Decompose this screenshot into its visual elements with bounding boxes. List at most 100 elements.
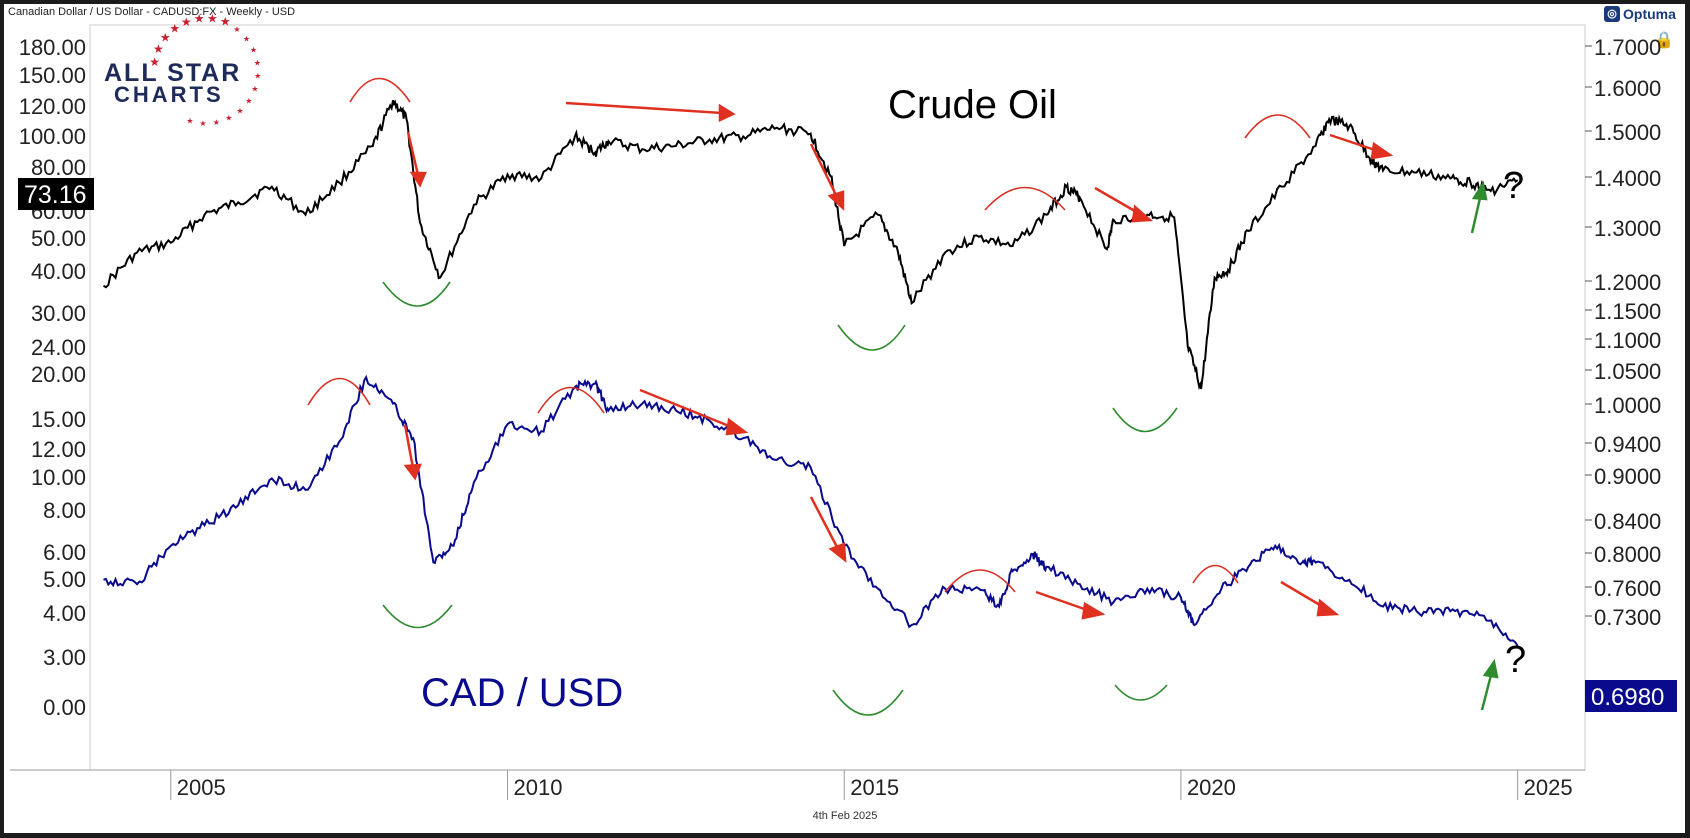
- star-icon: ★: [181, 15, 192, 29]
- top-arc-cad-2017: [944, 569, 1016, 593]
- brand-name: Optuma: [1623, 6, 1676, 22]
- star-icon: ★: [251, 85, 258, 94]
- question-mark-cad: ?: [1505, 639, 1526, 681]
- star-icon: ★: [254, 58, 261, 67]
- optuma-icon: ◎: [1604, 6, 1620, 22]
- star-icon: ★: [199, 119, 206, 128]
- label-crude-oil: Crude Oil: [888, 83, 1057, 127]
- label-cad-usd: CAD / USD: [421, 671, 623, 715]
- left-tick-label: 0.00: [43, 695, 86, 720]
- left-tick-label: 40.00: [31, 259, 86, 284]
- x-tick-label: 2005: [177, 775, 226, 800]
- bottom-arc-cad-2009: [382, 604, 453, 629]
- arrow-up-icon: [1470, 180, 1488, 234]
- arrow-down-icon: [1094, 186, 1154, 223]
- arrow-down-icon: [809, 143, 845, 211]
- star-icon: ★: [220, 15, 231, 29]
- series-line-crude-oil: [102, 99, 1519, 391]
- x-axis: 2005 2010 2015 2020 2025: [170, 770, 1573, 800]
- left-tick-label: 30.00: [31, 301, 86, 326]
- right-tick-label: 1.0000: [1594, 393, 1661, 418]
- top-arc-oil-2018: [984, 186, 1066, 211]
- star-icon: ★: [186, 117, 193, 126]
- left-y-axis: 180.00150.00120.00100.0080.0060.0050.004…: [19, 35, 86, 720]
- left-tick-label: 120.00: [19, 94, 86, 119]
- logo-line1: ALL STAR: [104, 59, 241, 87]
- up-arrows: [1470, 180, 1499, 711]
- top-arc-oil-2008: [349, 77, 411, 103]
- left-tick-label: 12.00: [31, 437, 86, 462]
- top-arc-cad-2021: [1192, 564, 1239, 584]
- star-icon: ★: [254, 72, 261, 81]
- left-tick-label: 8.00: [43, 498, 86, 523]
- question-mark-oil: ?: [1503, 165, 1524, 207]
- left-tick-label: 150.00: [19, 63, 86, 88]
- oil-last-value: 73.16: [24, 181, 87, 209]
- star-icon: ★: [250, 46, 257, 55]
- arrow-down-icon: [1329, 133, 1394, 160]
- star-icon: ★: [213, 118, 220, 127]
- bottom-arc-cad-2020: [1114, 684, 1168, 701]
- right-tick-label: 0.8400: [1594, 509, 1661, 534]
- right-tick-label: 0.9000: [1594, 464, 1661, 489]
- left-tick-label: 50.00: [31, 226, 86, 251]
- arrow-right-icon: [565, 101, 736, 122]
- right-tick-label: 1.1500: [1594, 299, 1661, 324]
- star-icon: ★: [245, 97, 252, 106]
- star-icon: ★: [233, 25, 240, 34]
- right-tick-label: 1.1000: [1594, 328, 1661, 353]
- arrow-up-icon: [1480, 658, 1499, 711]
- left-tick-label: 80.00: [31, 155, 86, 180]
- top-arc-cad-2008: [307, 377, 371, 406]
- arrow-down-icon: [406, 131, 427, 188]
- lock-icon[interactable]: 🔒: [1654, 32, 1674, 49]
- x-tick-label: 2025: [1524, 775, 1573, 800]
- star-icon: ★: [169, 21, 180, 35]
- arrow-down-icon: [1280, 580, 1340, 617]
- bottom-arc-oil-2009: [382, 281, 451, 307]
- star-icon: ★: [153, 42, 164, 56]
- star-icon: ★: [243, 34, 250, 43]
- series-line-cad-usd: [103, 374, 1519, 647]
- star-icon: ★: [160, 31, 171, 45]
- left-tick-label: 180.00: [19, 35, 86, 60]
- x-tick-label: 2015: [850, 775, 899, 800]
- plot-area: [89, 24, 1586, 771]
- right-y-axis: 1.7000 1.6000 1.5000 1.4000 1.3000 1.2000 1.15…: [1585, 35, 1661, 708]
- arrow-down-icon: [403, 424, 422, 481]
- left-tick-label: 24.00: [31, 335, 86, 360]
- top-arc-cad-2011: [537, 386, 605, 414]
- left-tick-label: 100.00: [19, 124, 86, 149]
- right-tick-label: 1.2000: [1594, 270, 1661, 295]
- all-star-charts-logo: ★★★★ ★ ★ ★ ★★★★★★★★★★★★★ ALL STAR CHARTS: [104, 11, 261, 128]
- left-tick-label: 5.00: [43, 567, 86, 592]
- star-ring-icon: ★★★★ ★ ★ ★ ★★★★★★★★★★★★★: [149, 11, 261, 128]
- right-tick-label: 0.9400: [1594, 432, 1661, 457]
- star-icon: ★: [225, 114, 232, 123]
- right-tick-label: 1.0500: [1594, 359, 1661, 384]
- footer-date: 4th Feb 2025: [812, 810, 878, 822]
- star-icon: ★: [207, 11, 218, 25]
- right-tick-label: 1.4000: [1594, 166, 1661, 191]
- arrow-down-icon: [639, 388, 749, 436]
- logo-line2: CHARTS: [114, 82, 224, 107]
- left-tick-label: 15.00: [31, 407, 86, 432]
- brand-logo: ◎ Optuma: [1604, 6, 1676, 22]
- arrow-down-icon: [809, 496, 847, 563]
- arrow-down-icon: [1035, 590, 1106, 620]
- left-tick-label: 10.00: [31, 465, 86, 490]
- x-tick-label: 2020: [1187, 775, 1236, 800]
- star-icon: ★: [194, 12, 205, 26]
- oil-last-value-badge: 73.16: [18, 178, 94, 210]
- cad-last-value: 0.6980: [1591, 684, 1664, 711]
- bottom-arc-oil-2016: [837, 324, 906, 351]
- trend-arrows: [403, 101, 1394, 620]
- right-tick-label: 0.7300: [1594, 605, 1661, 630]
- right-tick-label: 1.7000: [1594, 35, 1661, 60]
- right-tick-label: 1.5000: [1594, 120, 1661, 145]
- star-icon: ★: [236, 106, 243, 115]
- bottom-arc-oil-2020: [1112, 407, 1178, 433]
- right-tick-label: 0.8000: [1594, 542, 1661, 567]
